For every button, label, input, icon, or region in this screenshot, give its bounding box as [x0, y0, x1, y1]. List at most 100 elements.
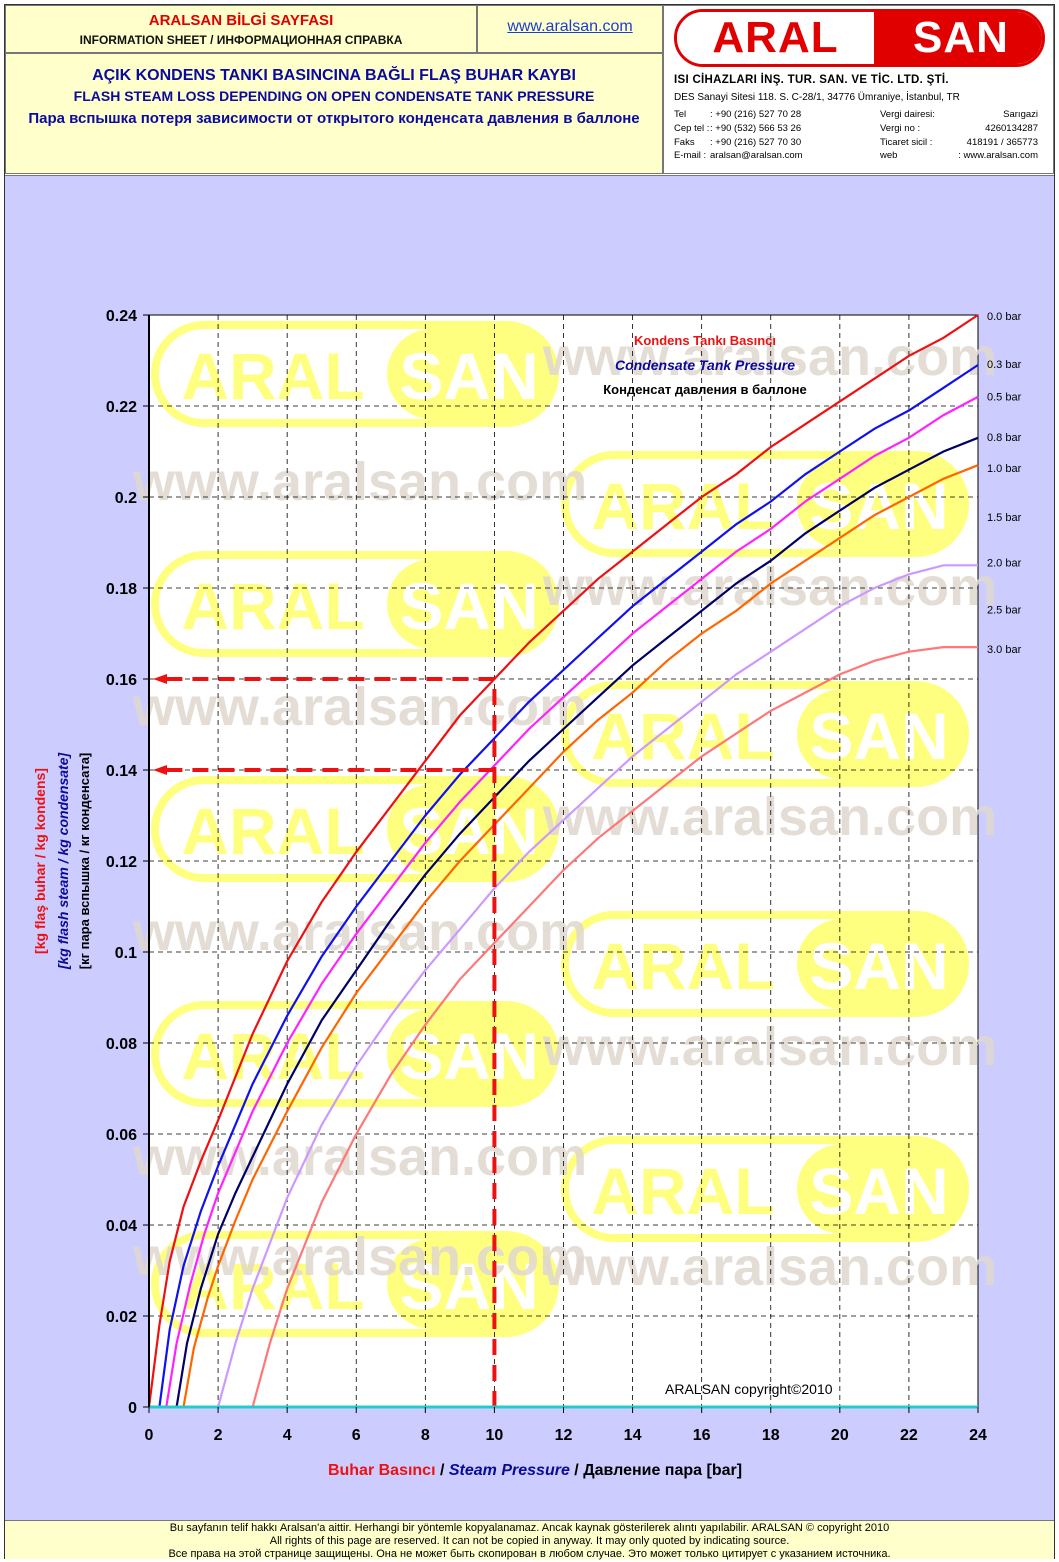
- y-tick-label: 0.08: [106, 1036, 137, 1053]
- x-tick-label: 22: [900, 1427, 918, 1444]
- watermark-url: www.aralsan.com: [132, 902, 587, 962]
- contact-key: Cep tel :: [674, 122, 710, 134]
- tax-key: Ticaret sicil :: [880, 136, 933, 148]
- series-label: 1.0 bar: [987, 463, 1022, 475]
- y-axis-label-tr: [kg flaş buhar / kg kondens]: [32, 768, 48, 954]
- y-tick-label: 0.12: [106, 854, 137, 871]
- y-tick-label: 0: [128, 1400, 137, 1417]
- series-line: [217, 564, 978, 1408]
- watermark-logo-left: ARAL: [181, 794, 364, 868]
- y-tick-label: 0.2: [115, 490, 137, 507]
- watermark-logo-fill: [387, 329, 551, 419]
- tax-value: : www.aralsan.com: [958, 150, 1038, 162]
- watermark-logo-right: SAN: [399, 794, 538, 868]
- watermark-url: www.aralsan.com: [542, 1237, 997, 1297]
- contact-value: : +90 (216) 527 70 28: [710, 109, 802, 120]
- x-axis-label-en: Steam Pressure: [449, 1462, 570, 1479]
- tax-value: 418191 / 365773: [966, 136, 1038, 148]
- series-line: [251, 646, 978, 1408]
- series-line: [182, 464, 979, 1408]
- axes-layer: 0 2 4 6 8 10 12 14 16 18 20 22 2400.020.040.060.080.…: [106, 308, 987, 1444]
- example-arrowhead: [153, 674, 167, 684]
- series-line: [158, 364, 979, 1408]
- y-tick-label: 0.22: [106, 399, 137, 416]
- watermark-logo-frame: [151, 551, 559, 657]
- watermark-logo-right: SAN: [399, 1249, 538, 1323]
- contact-value: : +90 (532) 566 53 26: [710, 122, 802, 134]
- watermark-url: www.aralsan.com: [542, 1017, 997, 1077]
- footer-line-ru: Все права на этой странице защищены. Она…: [168, 1548, 891, 1560]
- series-layer: [147, 314, 979, 1408]
- heading-en: FLASH STEAM LOSS DEPENDING ON OPEN CONDE…: [73, 88, 595, 104]
- aralsan-logo: ARAL SAN: [674, 9, 1045, 67]
- sheet-title-en-ru: INFORMATION SHEET / ИНФОРМАЦИОННАЯ СПРАВ…: [79, 33, 403, 47]
- contact-key: Tel: [674, 109, 687, 120]
- watermark-logo-frame: [561, 911, 969, 1017]
- contact-row: Cep tel : : +90 (532) 566 53 26 Vergi no…: [674, 122, 1038, 136]
- x-axis-label-ru: Давление пара [bar]: [583, 1462, 742, 1479]
- watermark-logo-frame: [151, 321, 559, 427]
- watermark-logo-right: SAN: [399, 1019, 538, 1093]
- watermark-logo: ARAL SAN: [151, 1231, 559, 1337]
- example-arrowhead: [153, 765, 167, 775]
- series-line: [175, 436, 979, 1408]
- watermark-logo-right: SAN: [809, 469, 948, 543]
- contact-row: Faks : +90 (216) 527 70 30 Ticaret sicil…: [674, 136, 1038, 150]
- heading-tr: AÇIK KONDENS TANKI BASINCINA BAĞLI FLAŞ …: [92, 67, 576, 84]
- y-tick-label: 0.14: [106, 763, 137, 780]
- legend-title-ru: Конденсат давления в баллоне: [603, 382, 807, 397]
- watermark-logo: ARAL SAN: [151, 551, 559, 657]
- series-label: 0.5 bar: [987, 392, 1022, 404]
- watermark-logo-frame: [561, 681, 969, 787]
- tax-key: web: [880, 150, 898, 162]
- series-line: [147, 314, 979, 1408]
- sheet-title-tr: ARALSAN BİLGİ SAYFASI: [148, 12, 334, 29]
- y-tick-label: 0.02: [106, 1309, 137, 1326]
- x-tick-label: 0: [145, 1427, 154, 1444]
- labels-layer: 0.0 bar 0.3 bar 0.5 bar 0.8 bar 1.0 bar 1.5 b…: [987, 311, 1022, 656]
- watermark-logo-fill: [387, 1239, 551, 1329]
- y-tick-label: 0.24: [106, 308, 137, 325]
- watermark-url: www.aralsan.com: [132, 677, 587, 737]
- x-axis-label-tr: Buhar Basıncı: [328, 1462, 436, 1479]
- watermark-logo-left: ARAL: [181, 569, 364, 643]
- contact-key: Faks: [674, 136, 695, 148]
- watermark-logo-fill: [797, 1144, 961, 1234]
- watermark-logo-left: ARAL: [181, 339, 364, 413]
- series-label: 1.5 bar: [987, 512, 1022, 524]
- watermark-logo-fill: [797, 689, 961, 779]
- y-axis-label-ru: [кг пара вспышка / кг конденсата]: [77, 753, 92, 970]
- website-link[interactable]: www.aralsan.com: [507, 18, 633, 35]
- x-tick-label: 18: [762, 1427, 780, 1444]
- x-tick-label: 4: [283, 1427, 292, 1444]
- x-axis-sep: /: [436, 1462, 449, 1479]
- x-axis-label: Buhar Basıncı / Steam Pressure / Давлени…: [328, 1462, 742, 1479]
- x-tick-label: 8: [421, 1427, 430, 1444]
- x-tick-label: 10: [486, 1427, 504, 1444]
- watermark-logo-left: ARAL: [591, 929, 774, 1003]
- logo-right-text: SAN: [874, 12, 1042, 64]
- watermark-logo: ARAL SAN: [151, 1001, 559, 1107]
- copyright-note: ARALSAN copyright©2010: [665, 1381, 833, 1397]
- tax-value: 4260134287: [985, 122, 1038, 134]
- watermark-url: www.aralsan.com: [132, 452, 587, 512]
- tax-key: Vergi dairesi:: [880, 109, 935, 120]
- contact-value: aralsan@aralsan.com: [710, 150, 803, 162]
- series-label: 2.5 bar: [987, 604, 1022, 616]
- watermark-logo-right: SAN: [809, 1154, 948, 1228]
- y-tick-label: 0.06: [106, 1127, 137, 1144]
- series-line: [165, 395, 979, 1408]
- logo-left-text: ARAL: [677, 12, 874, 64]
- watermark-layer: ARAL SAN ARAL SAN ARAL SAN ARAL SAN ARAL SAN ARAL S…: [132, 321, 997, 1337]
- legend-title-en: Condensate Tank Pressure: [615, 357, 795, 373]
- watermark-logo-frame: [151, 1001, 559, 1107]
- y-tick-label: 0.1: [115, 945, 137, 962]
- example-lines: [153, 674, 497, 1407]
- watermark-logo-fill: [797, 919, 961, 1009]
- legend-title-tr: Kondens Tankı Basıncı: [634, 333, 776, 348]
- series-label: 0.0 bar: [987, 311, 1022, 323]
- watermark-url: www.aralsan.com: [132, 1227, 587, 1287]
- x-tick-label: 24: [969, 1427, 987, 1444]
- watermark-logo: ARAL SAN: [561, 451, 969, 557]
